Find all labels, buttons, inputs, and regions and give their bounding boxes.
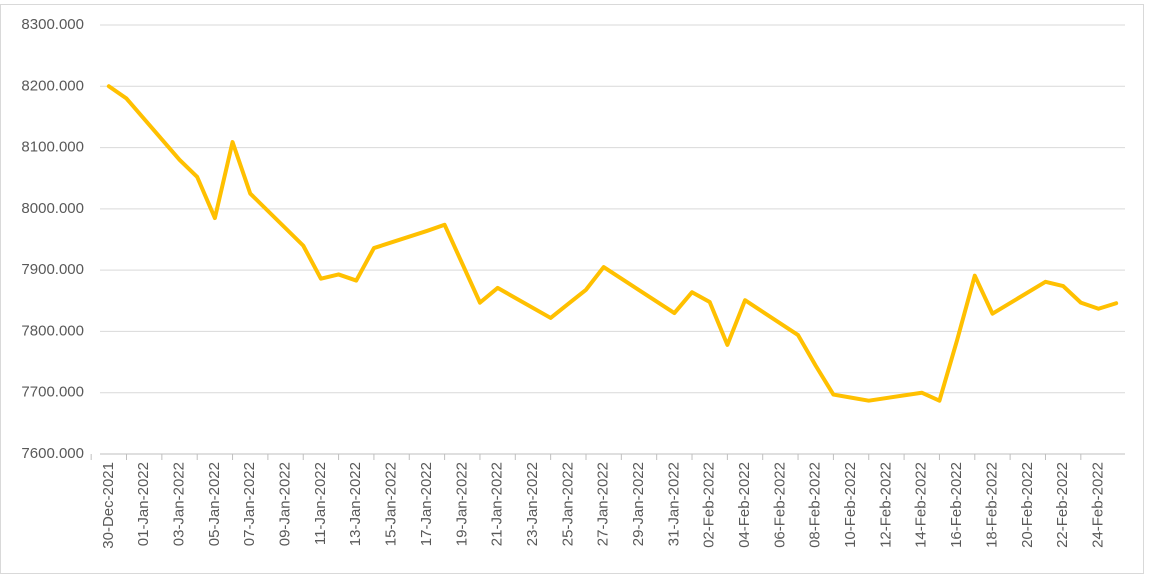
chart-border (0, 4, 1144, 574)
y-tick-label: 7700.000 (21, 384, 84, 401)
y-tick-label: 7800.000 (21, 322, 84, 339)
x-tick-label: 31-Jan-2022 (665, 462, 682, 546)
x-tick-label: 03-Jan-2022 (170, 462, 187, 546)
x-tick-label: 10-Feb-2022 (842, 462, 859, 548)
x-tick-label: 17-Jan-2022 (418, 462, 435, 546)
x-tick-label: 09-Jan-2022 (277, 462, 294, 546)
x-tick-label: 15-Jan-2022 (383, 462, 400, 546)
y-tick-label: 8000.000 (21, 200, 84, 217)
x-tick-label: 23-Jan-2022 (524, 462, 541, 546)
y-tick-label: 8100.000 (21, 139, 84, 156)
x-tick-label: 30-Dec-2021 (100, 462, 117, 549)
x-tick-label: 21-Jan-2022 (489, 462, 506, 546)
x-tick-label: 12-Feb-2022 (877, 462, 894, 548)
x-tick-label: 13-Jan-2022 (347, 462, 364, 546)
x-tick-label: 22-Feb-2022 (1054, 462, 1071, 548)
y-tick-label: 7900.000 (21, 261, 84, 278)
x-tick-label: 27-Jan-2022 (595, 462, 612, 546)
x-tick-label: 16-Feb-2022 (948, 462, 965, 548)
x-tick-label: 20-Feb-2022 (1019, 462, 1036, 548)
x-tick-label: 07-Jan-2022 (241, 462, 258, 546)
x-tick-label: 29-Jan-2022 (630, 462, 647, 546)
y-tick-label: 8300.000 (21, 16, 84, 33)
x-tick-label: 24-Feb-2022 (1089, 462, 1106, 548)
x-tick-label: 01-Jan-2022 (135, 462, 152, 546)
x-tick-label: 11-Jan-2022 (312, 462, 329, 545)
x-tick-label: 05-Jan-2022 (206, 462, 223, 546)
y-tick-label: 8200.000 (21, 77, 84, 94)
x-tick-label: 14-Feb-2022 (913, 462, 930, 548)
x-tick-label: 04-Feb-2022 (736, 462, 753, 548)
y-tick-label: 7600.000 (21, 445, 84, 462)
x-tick-label: 25-Jan-2022 (559, 462, 576, 546)
x-tick-label: 06-Feb-2022 (771, 462, 788, 548)
x-tick-label: 18-Feb-2022 (983, 462, 1000, 548)
series-line (106, 84, 1119, 403)
x-tick-label: 19-Jan-2022 (453, 462, 470, 546)
x-tick-label: 08-Feb-2022 (807, 462, 824, 548)
x-tick-label: 02-Feb-2022 (701, 462, 718, 548)
